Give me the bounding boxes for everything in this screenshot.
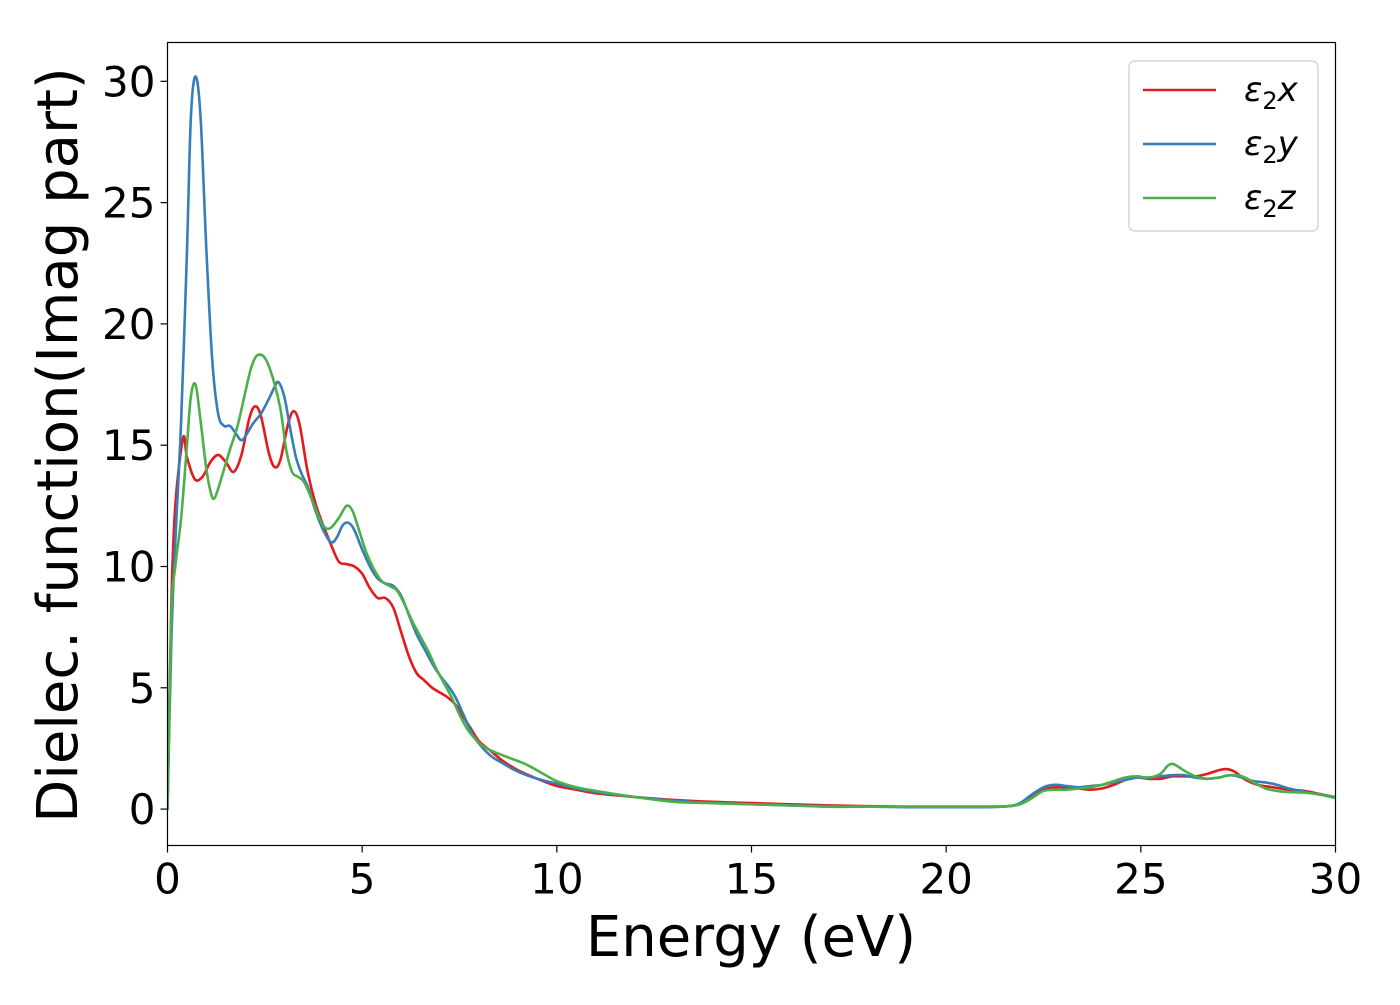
legend-label-z: ε2z [1244, 178, 1297, 223]
x-tick-label: 25 [1114, 855, 1167, 904]
y-tick-label: 0 [129, 785, 156, 834]
y-tick-label: 20 [102, 300, 155, 349]
x-tick-label: 15 [725, 855, 778, 904]
x-tick-label: 0 [154, 855, 181, 904]
y-tick-label: 5 [129, 664, 156, 713]
x-tick-label: 5 [349, 855, 376, 904]
legend-label-x: ε2x [1244, 70, 1299, 115]
x-tick-label: 30 [1309, 855, 1362, 904]
legend-label-y: ε2y [1244, 124, 1299, 169]
x-axis-label: Energy (eV) [586, 905, 916, 970]
x-tick-label: 20 [919, 855, 972, 904]
y-axis-ticks: 0 5 10 15 20 25 30 [102, 57, 168, 834]
legend: ε2x ε2y ε2z [1128, 60, 1319, 232]
legend-box [1128, 60, 1319, 232]
y-axis-label: Dielec. function(Imag part) [26, 67, 91, 823]
y-tick-label: 25 [102, 179, 155, 228]
series-layer [167, 75, 1336, 811]
y-tick-label: 10 [102, 543, 155, 592]
legend-entries: ε2x ε2y ε2z [1143, 70, 1299, 223]
x-tick-label: 10 [530, 855, 583, 904]
series-line-x [167, 405, 1336, 811]
series-line-z [167, 353, 1336, 811]
y-tick-label: 30 [102, 57, 155, 106]
y-tick-label: 15 [102, 421, 155, 470]
x-axis-ticks: 0 5 10 15 20 25 30 [154, 845, 1362, 904]
